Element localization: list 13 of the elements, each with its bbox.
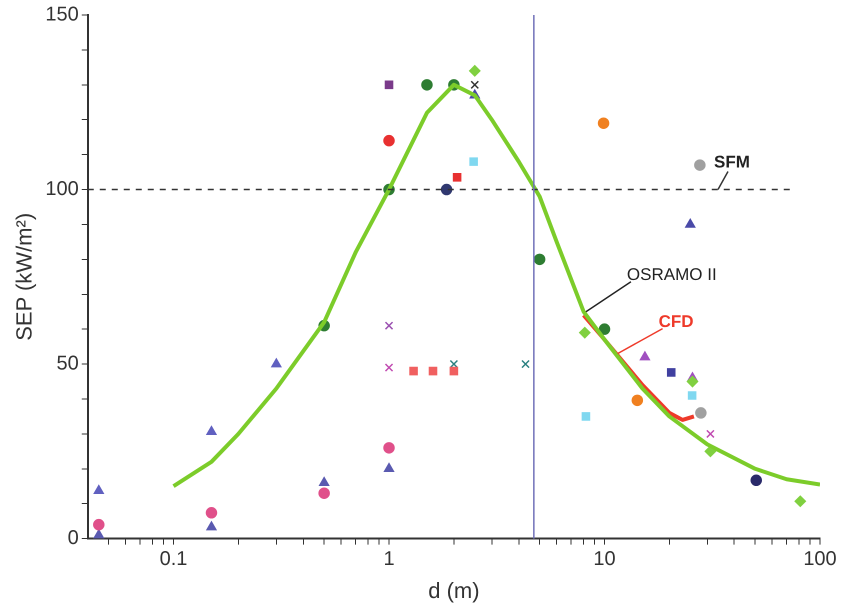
x-tick-label: 100: [803, 548, 837, 570]
annotation: CFD: [658, 312, 694, 331]
ref-line-label: SFM: [714, 152, 750, 172]
y-axis-title: SEP (kW/m²): [11, 212, 36, 341]
y-tick-label: 50: [56, 352, 79, 375]
y-tick-label: 0: [68, 527, 79, 550]
y-tick-label: 150: [45, 4, 79, 26]
x-axis-title: d (m): [428, 578, 480, 603]
annotation: OSRAMO II: [626, 264, 717, 284]
x-tick-label: 10: [593, 548, 616, 570]
x-tick-label: 1: [383, 548, 395, 570]
y-tick-label: 100: [45, 178, 79, 200]
x-tick-label: 0.1: [160, 548, 188, 570]
